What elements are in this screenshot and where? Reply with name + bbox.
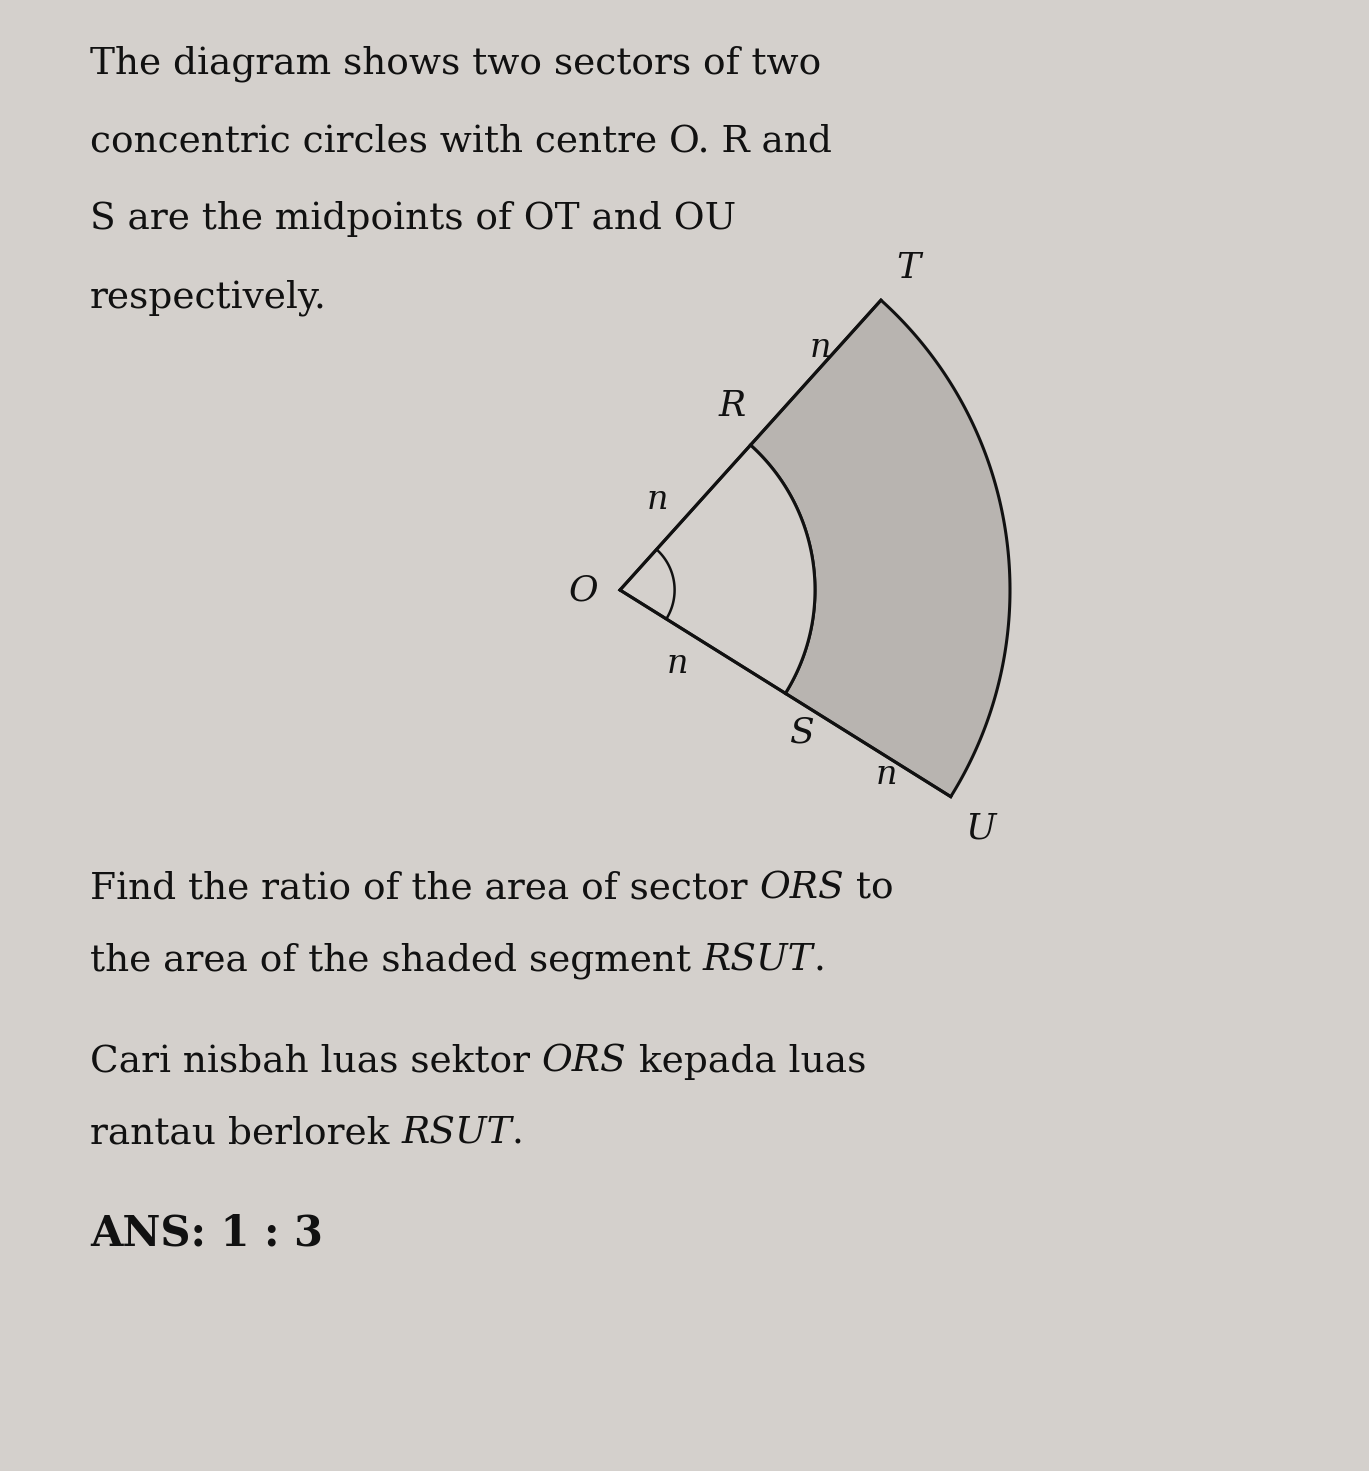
Text: RSUT: RSUT (401, 1116, 512, 1152)
Text: Find the ratio of the area of sector: Find the ratio of the area of sector (90, 869, 760, 906)
Text: U: U (965, 812, 997, 846)
Text: S: S (790, 715, 815, 749)
Text: the area of the shaded segment: the area of the shaded segment (90, 941, 702, 978)
Text: T: T (895, 252, 920, 285)
Text: ORS: ORS (760, 869, 845, 906)
Text: RSUT: RSUT (702, 941, 813, 978)
Polygon shape (750, 300, 1010, 797)
Text: concentric circles with centre O. R and: concentric circles with centre O. R and (90, 124, 832, 159)
Text: to: to (845, 869, 894, 906)
Text: n: n (875, 759, 897, 791)
Text: .: . (813, 941, 826, 978)
Text: R: R (719, 390, 746, 424)
Text: rantau berlorek: rantau berlorek (90, 1116, 401, 1152)
Text: Cari nisbah luas sektor: Cari nisbah luas sektor (90, 1044, 542, 1080)
Text: kepada luas: kepada luas (627, 1044, 867, 1080)
Text: n: n (667, 647, 689, 680)
Text: respectively.: respectively. (90, 279, 327, 315)
Polygon shape (620, 446, 815, 693)
Text: The diagram shows two sectors of two: The diagram shows two sectors of two (90, 46, 821, 81)
Text: n: n (810, 331, 831, 363)
Text: S are the midpoints of OT and OU: S are the midpoints of OT and OU (90, 202, 737, 237)
Text: .: . (512, 1116, 524, 1152)
Text: n: n (646, 484, 668, 515)
Text: ORS: ORS (542, 1044, 627, 1080)
Text: ANS: 1 : 3: ANS: 1 : 3 (90, 1214, 323, 1255)
Text: O: O (568, 574, 598, 608)
